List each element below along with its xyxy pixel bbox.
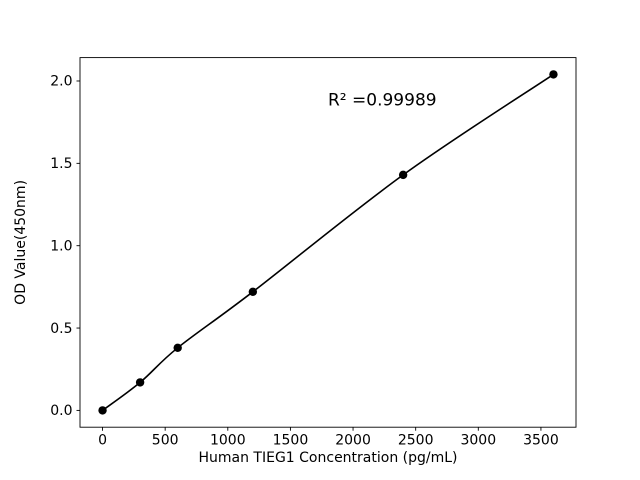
x-tick-label: 500 [152, 433, 179, 449]
data-point [173, 343, 182, 353]
y-tick-label: 2.0 [50, 74, 72, 90]
y-axis-label: OD Value(450nm) [13, 180, 29, 305]
x-axis-label: Human TIEG1 Concentration (pg/mL) [198, 450, 457, 466]
x-tick-label: 1000 [210, 433, 246, 449]
x-tick-label: 1500 [273, 433, 309, 449]
x-tick-label: 2000 [335, 433, 371, 449]
x-tick-label: 2500 [398, 433, 434, 449]
plot-border [79, 57, 577, 428]
data-line [101, 73, 555, 412]
x-tick-label: 0 [98, 433, 107, 449]
x-tick-label: 3500 [523, 433, 559, 449]
x-tick-label: 3000 [460, 433, 496, 449]
y-tick-label: 0.0 [50, 403, 72, 419]
y-tick-label: 1.0 [50, 238, 72, 254]
data-point [135, 378, 145, 387]
y-tick-label: 0.5 [50, 321, 72, 337]
data-point [549, 70, 558, 79]
data-point [398, 170, 408, 180]
y-tick-label: 1.5 [50, 156, 72, 172]
data-point [248, 287, 258, 297]
r-squared-annotation: R² =0.99989 [328, 91, 437, 111]
data-point [98, 406, 107, 415]
